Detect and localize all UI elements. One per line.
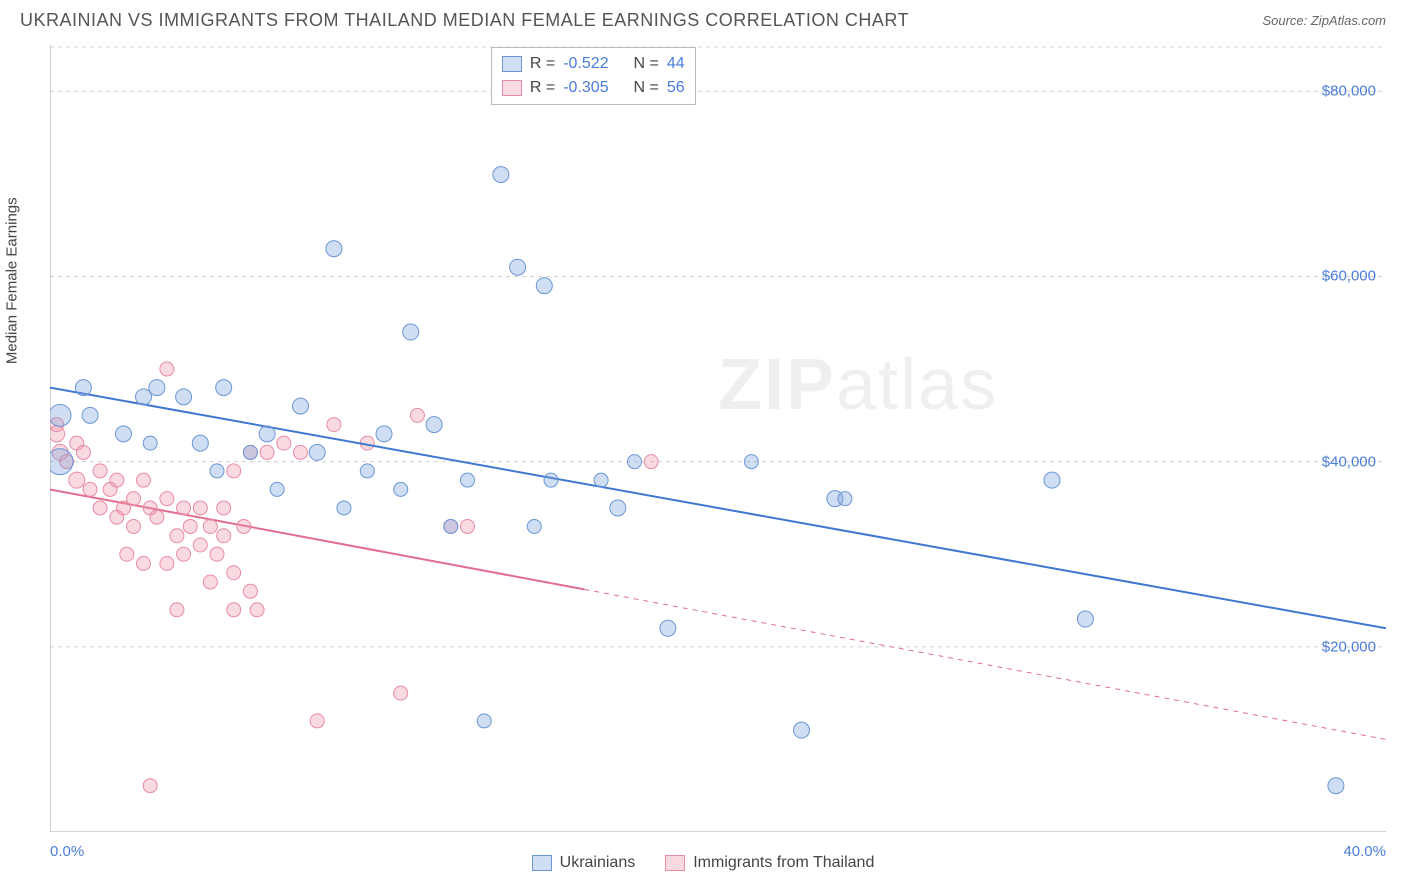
r-label: R = xyxy=(530,52,555,76)
y-tick-label: $80,000 xyxy=(1322,83,1376,100)
r-value: -0.305 xyxy=(563,76,608,100)
n-value: 44 xyxy=(667,52,685,76)
y-tick-label: $40,000 xyxy=(1322,453,1376,470)
r-value: -0.522 xyxy=(563,52,608,76)
y-tick-label: $20,000 xyxy=(1322,638,1376,655)
legend-swatch xyxy=(502,56,522,72)
y-tick-label: $60,000 xyxy=(1322,268,1376,285)
n-label: N = xyxy=(633,52,658,76)
legend-swatch xyxy=(502,80,522,96)
r-label: R = xyxy=(530,76,555,100)
chart-title: UKRAINIAN VS IMMIGRANTS FROM THAILAND ME… xyxy=(20,10,909,31)
y-axis-label: Median Female Earnings xyxy=(4,197,21,364)
n-label: N = xyxy=(633,76,658,100)
legend-label: Immigrants from Thailand xyxy=(693,854,874,872)
legend-label: Ukrainians xyxy=(560,854,636,872)
legend-swatch xyxy=(532,855,552,871)
chart-svg xyxy=(50,45,1386,832)
plot-area: Median Female Earnings ZIPatlas $20,000$… xyxy=(50,45,1386,832)
bottom-legend: Ukrainians Immigrants from Thailand xyxy=(0,854,1406,872)
legend-item: Ukrainians xyxy=(532,854,636,872)
legend-swatch xyxy=(665,855,685,871)
stats-legend: R = -0.522 N = 44 R = -0.305 N = 56 xyxy=(491,47,696,105)
source-label: Source: ZipAtlas.com xyxy=(1262,13,1386,28)
legend-item: Immigrants from Thailand xyxy=(665,854,874,872)
n-value: 56 xyxy=(667,76,685,100)
